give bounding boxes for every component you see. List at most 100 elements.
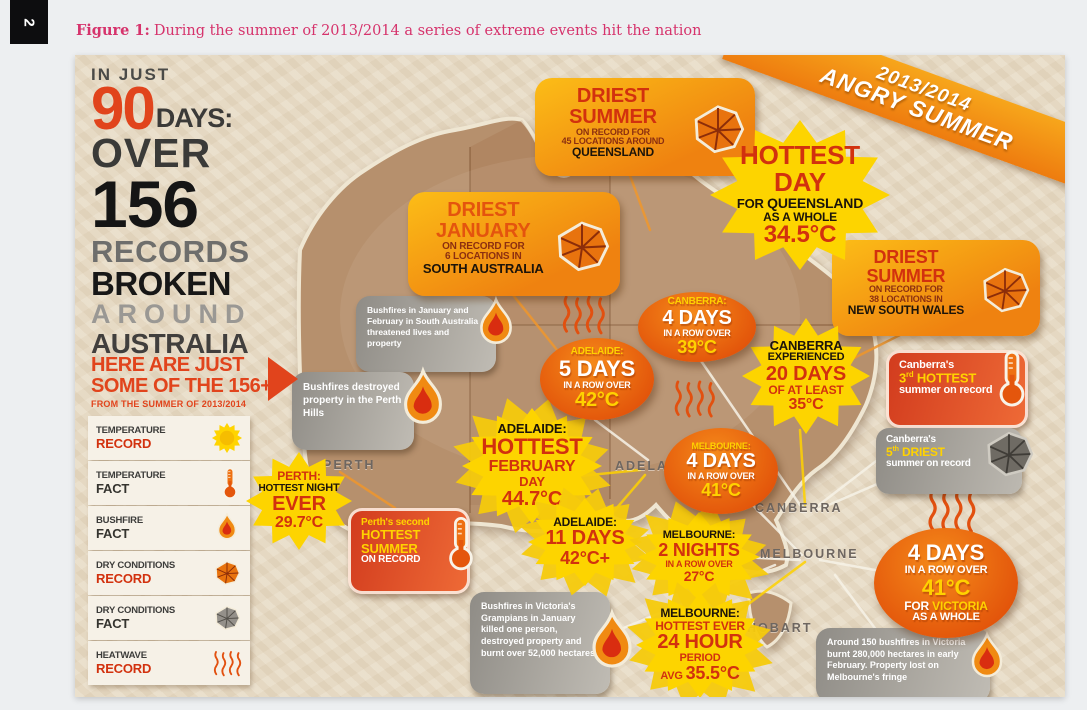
callout-subtitle: 45 LOCATIONS AROUND [561, 135, 665, 146]
thermometer-icon [991, 339, 1033, 419]
callout-subtitle: FOR [904, 598, 933, 613]
legend-label: DRY CONDITIONS [96, 605, 176, 616]
city-label-perth: PERTH [323, 458, 376, 472]
callout-title: SUMMER [569, 105, 657, 128]
headline-broken: BROKEN [91, 264, 232, 302]
callout-value: 35.5°C [685, 663, 740, 684]
note-grampians-bushfires: Bushfires in Victoria's Grampians in Jan… [470, 592, 610, 694]
figure-caption-label: Figure 1: [76, 22, 150, 39]
callout-value: 4 DAYS [662, 306, 732, 329]
flame-icon [212, 513, 242, 543]
callout-subtitle: PERIOD [679, 651, 721, 664]
callout-adelaide-11-days: ADELAIDE: 11 DAYS 42°C+ [528, 498, 642, 586]
headline-in-just: IN JUST [91, 65, 171, 84]
callout-title: FEBRUARY [488, 457, 576, 475]
callout-title: SUMMER [866, 265, 946, 286]
callout-subtitle: summer on record [886, 457, 971, 469]
callout-place: SOUTH AUSTRALIA [422, 261, 544, 277]
callout-title: DRIEST [447, 199, 520, 221]
callout-subtitle: EXPERIENCED [767, 351, 845, 364]
legend-label: TEMPERATURE [96, 425, 166, 436]
callout-subtitle: IN A ROW OVER [663, 327, 731, 338]
legend-item-dry-conditions-record: DRY CONDITIONS RECORD [88, 551, 250, 595]
callout-title: HOTTEST [740, 139, 860, 170]
legend-label-type: RECORD [96, 571, 152, 586]
callout-subtitle: IN A ROW OVER [665, 559, 733, 570]
callout-perth-second-hottest-summer: Perth's second HOTTEST SUMMER ON RECORD [348, 508, 470, 594]
callout-value: 34.5°C [763, 221, 837, 249]
callout-city: MELBOURNE: [662, 528, 736, 541]
page-number-tab: 2 [10, 0, 48, 44]
callout-subtitle: Perth's second [361, 517, 430, 528]
heatwave-icon [212, 649, 242, 677]
heatwave-icon [672, 360, 716, 436]
legend-label-type: FACT [96, 526, 130, 541]
page-number: 2 [20, 17, 38, 27]
headline-days: DAYS: [155, 103, 234, 133]
callout-title: DRIEST [898, 445, 945, 460]
callout-city: CANBERRA: [667, 296, 727, 308]
note-text: Bushfires in Victoria's Grampians in Jan… [481, 601, 596, 658]
cracked-earth-icon [980, 428, 1038, 480]
callout-subtitle: summer on record [899, 384, 993, 397]
headline-around: AROUND [91, 299, 252, 330]
figure-caption: Figure 1: During the summer of 2013/2014 … [76, 22, 701, 39]
cracked-earth-icon [550, 217, 614, 275]
callout-ordinal: 3 [899, 370, 907, 386]
callout-subtitle: Canberra's [886, 434, 936, 445]
callout-city: ADELAIDE: [497, 421, 567, 437]
callout-title: DAY [774, 167, 826, 198]
callout-qld-driest-summer: DRIEST SUMMER ON RECORD FOR 45 LOCATIONS… [535, 78, 755, 176]
note-perth-hills-bushfires: Bushfires destroyed property in the Pert… [292, 372, 414, 450]
callout-subtitle: ON RECORD [361, 554, 421, 566]
legend-label: TEMPERATURE [96, 470, 166, 481]
callout-subtitle: 38 LOCATIONS IN [869, 293, 943, 304]
sun-icon [212, 423, 242, 453]
legend-label: BUSHFIRE [96, 515, 143, 526]
cracked-earth-icon [976, 264, 1034, 316]
here-line-3: FROM THE SUMMER OF 2013/2014 [91, 399, 247, 409]
callout-title: DRIEST [873, 247, 939, 267]
cracked-earth-icon [212, 559, 242, 587]
flame-icon [580, 608, 644, 678]
here-are-just-block: HERE ARE JUST SOME OF THE 156+ FROM THE … [91, 355, 306, 409]
headline-block: IN JUST 90 DAYS: OVER 156 RECORDS BROKEN… [91, 65, 301, 358]
callout-value: 4 DAYS [907, 540, 985, 566]
legend-label-type: FACT [96, 481, 130, 496]
callout-title: SUMMER [361, 540, 418, 556]
callout-canberra-20-days: CANBERRA EXPERIENCED 20 DAYS OF AT LEAST… [742, 318, 870, 434]
callout-canberra-3rd-hottest: Canberra's 3rd HOTTEST summer on record [886, 350, 1028, 428]
callout-place: NEW SOUTH WALES [847, 303, 965, 318]
note-text: Around 150 bushfires in Victoria burnt 2… [827, 637, 966, 683]
callout-value: 11 DAYS [545, 527, 625, 550]
callout-value: 41°C [921, 574, 971, 600]
callout-subtitle: ON RECORD FOR [442, 240, 525, 252]
flame-icon [392, 366, 454, 434]
here-line-1: HERE ARE JUST [91, 354, 244, 376]
legend-item-temperature-record: TEMPERATURE RECORD [88, 416, 250, 460]
legend-label-type: RECORD [96, 436, 152, 451]
callout-subtitle: ON RECORD FOR [868, 284, 943, 295]
callout-subtitle: AVG [660, 670, 686, 683]
city-label-canberra: CANBERRA [755, 501, 843, 515]
callout-subtitle: OF AT LEAST [768, 383, 844, 398]
callout-city: CANBERRA [769, 337, 843, 353]
callout-value: 24 HOUR [657, 630, 743, 653]
callout-value: 42°C+ [560, 548, 610, 569]
callout-value: 42°C [575, 388, 619, 411]
headline-australia: AUSTRALIA [91, 327, 249, 359]
note-text: Bushfires in January and February in Sou… [367, 305, 479, 349]
legend-label: DRY CONDITIONS [96, 560, 176, 571]
note-victoria-bushfires: Around 150 bushfires in Victoria burnt 2… [816, 628, 990, 697]
callout-title: DAY [519, 474, 545, 490]
callout-title: HOTTEST [258, 482, 307, 494]
callout-subtitle: IN A ROW OVER [563, 379, 631, 390]
callout-title: HOTTEST [913, 370, 977, 386]
city-label-melbourne: MELBOURNE [760, 547, 859, 561]
here-line-2: SOME OF THE 156+ [91, 375, 272, 397]
headline-156: 156 [91, 166, 199, 241]
callout-subtitle: IN A ROW OVER [904, 564, 988, 577]
legend-label-type: RECORD [96, 661, 152, 676]
thermometer-icon [218, 467, 242, 500]
callout-place: VICTORIA [932, 598, 988, 613]
